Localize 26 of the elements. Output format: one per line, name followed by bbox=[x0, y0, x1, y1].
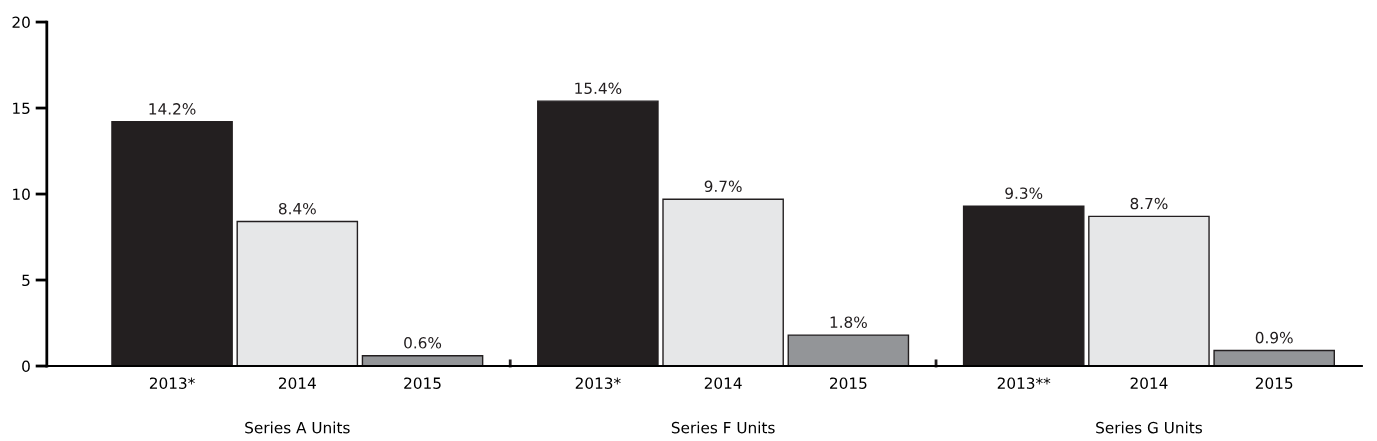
text: Series A Units bbox=[245, 421, 350, 434]
data-label: 8.7% bbox=[1130, 197, 1168, 210]
text: Series G Units bbox=[1096, 421, 1202, 434]
x-tick-label: 2013* bbox=[575, 377, 621, 389]
x-tick-label: 2015 bbox=[830, 377, 867, 389]
x-tick-label: 2013* bbox=[149, 377, 195, 389]
y-tick-label: 15 bbox=[13, 102, 30, 115]
x-tick-label: 2015 bbox=[1255, 377, 1293, 389]
data-label: 0.9% bbox=[1255, 331, 1293, 344]
y-tick-label: 20 bbox=[12, 16, 30, 29]
data-label: 14.2% bbox=[149, 103, 196, 115]
x-tick-label: 2015 bbox=[404, 377, 441, 389]
data-label: 9.7% bbox=[704, 180, 742, 193]
x-tick-label: 2013** bbox=[997, 377, 1051, 389]
x-tick-label: 2014 bbox=[1130, 377, 1168, 389]
data-label: 9.3% bbox=[1005, 187, 1043, 199]
y-tick-label: 10 bbox=[13, 188, 30, 201]
data-label: 8.4% bbox=[278, 202, 316, 215]
x-tick-label: 2014 bbox=[704, 377, 742, 389]
data-label: 15.4% bbox=[575, 82, 622, 95]
y-tick-label: 0 bbox=[22, 360, 30, 373]
y-tick-label: 5 bbox=[22, 274, 30, 287]
data-label: 0.6% bbox=[404, 337, 442, 349]
text: Series F Units bbox=[671, 421, 775, 434]
x-tick-label: 2014 bbox=[278, 377, 316, 389]
data-label: 1.8% bbox=[830, 316, 867, 328]
